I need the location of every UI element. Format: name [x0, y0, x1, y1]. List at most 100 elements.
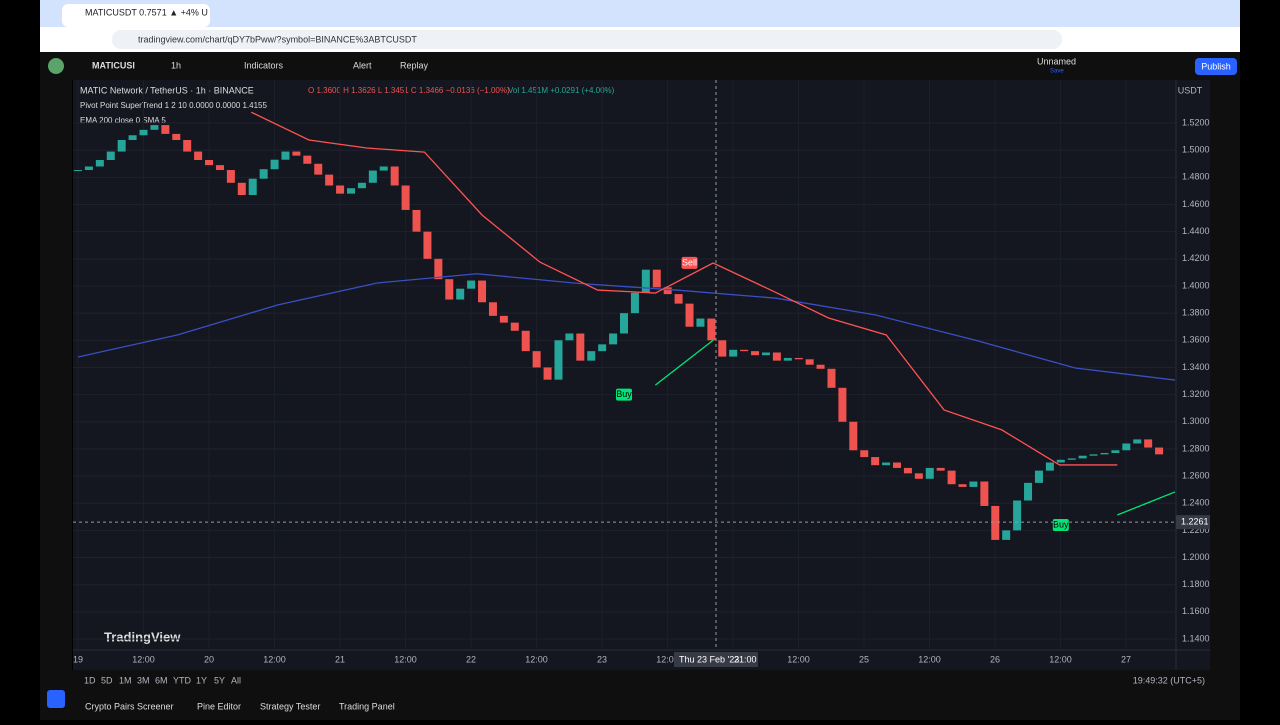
x-tick-label: 23: [597, 654, 607, 664]
panel-tab[interactable]: Crypto Pairs Screener: [85, 701, 174, 711]
range-button[interactable]: 1D: [84, 675, 96, 685]
signal-badge: [681, 256, 698, 269]
alert[interactable]: Alert: [353, 60, 372, 70]
candle: [390, 166, 399, 186]
save[interactable]: Save: [1050, 69, 1064, 75]
right-toolbar: [1210, 80, 1240, 692]
x-tick-label: 21: [335, 654, 345, 664]
watermark: TradingView: [104, 629, 181, 644]
candle: [1089, 454, 1098, 456]
tab[interactable]: [62, 4, 210, 27]
indicator-line: [250, 111, 1118, 466]
candle: [543, 367, 552, 380]
y-tick-label: 1.1600: [1182, 606, 1210, 616]
x-tick-label: 12:00: [525, 654, 548, 664]
candle: [412, 209, 421, 232]
candle: [914, 473, 923, 479]
x-tick-label: 20: [204, 654, 214, 664]
range-button[interactable]: 6M: [155, 675, 168, 685]
y-tick-label: 1.3600: [1182, 335, 1210, 345]
candle: [871, 457, 880, 466]
candle: [478, 280, 487, 303]
candle: [205, 159, 214, 166]
candle: [445, 279, 454, 300]
chart-pane: [73, 80, 1210, 670]
candle: [347, 188, 355, 194]
range-button[interactable]: 1M: [119, 675, 132, 685]
bottom-icon[interactable]: [47, 690, 65, 708]
candle: [1013, 500, 1022, 531]
candle: [794, 357, 803, 360]
candle: [172, 133, 181, 141]
publish-button[interactable]: [1195, 58, 1237, 75]
x-tick-label: 22: [466, 654, 476, 664]
range-button[interactable]: YTD: [173, 675, 192, 685]
legend-ema: EMA 200 close 0 SMA 5: [80, 116, 166, 125]
layout-name[interactable]: Unnamed: [1037, 56, 1076, 66]
candle: [903, 467, 912, 474]
y-tick-label: 1.4400: [1182, 226, 1210, 236]
panel-tab[interactable]: Pine Editor: [197, 701, 241, 711]
replay[interactable]: Replay: [400, 60, 429, 70]
candle: [292, 151, 301, 156]
candle: [325, 174, 334, 186]
time-label-box: [674, 652, 758, 667]
range-button[interactable]: 3M: [137, 675, 150, 685]
candle: [674, 294, 683, 304]
publish: Publish: [1201, 61, 1231, 71]
candle: [620, 313, 628, 334]
candle: [860, 450, 869, 458]
candle: [215, 165, 224, 171]
y-tick-label: 1.3000: [1182, 416, 1210, 426]
candle: [991, 505, 1000, 540]
range-button[interactable]: 5D: [101, 675, 113, 685]
indicator-line: [654, 339, 714, 386]
candle: [336, 185, 345, 194]
candle: [565, 333, 574, 341]
x-tick-label: 12:00: [787, 654, 810, 664]
candle: [936, 467, 945, 471]
currency: USDT: [1178, 85, 1203, 95]
tab-title: MATICUSDT 0.7571 ▲ +4% U: [85, 7, 208, 17]
y-tick-label: 1.4600: [1182, 199, 1210, 209]
candle: [805, 359, 814, 365]
range-button[interactable]: 1Y: [196, 675, 207, 685]
candle: [652, 269, 661, 288]
url-field[interactable]: [112, 30, 1062, 49]
candle: [194, 151, 203, 160]
indicators[interactable]: Indicators: [244, 60, 284, 70]
candle: [357, 182, 366, 189]
candle: [1144, 439, 1153, 448]
candle: [1034, 470, 1043, 483]
candle: [663, 287, 672, 295]
candle: [510, 322, 519, 331]
y-tick-label: 1.4000: [1182, 280, 1210, 290]
x-tick-label: 12:00: [1049, 654, 1072, 664]
candle: [237, 182, 246, 196]
panel-tab[interactable]: Strategy Tester: [260, 701, 320, 711]
signal-label: Buy: [1053, 519, 1069, 529]
x-tick-label: 12:00: [656, 654, 679, 664]
y-tick-label: 1.5200: [1182, 117, 1210, 127]
candle: [521, 330, 530, 352]
symbol[interactable]: MATICUSI: [92, 60, 135, 70]
y-tick-label: 1.3200: [1182, 389, 1210, 399]
range-button[interactable]: All: [231, 675, 241, 685]
crosshair-price: 1.2261: [1181, 516, 1209, 526]
bottom-panel: [40, 692, 1240, 720]
candle: [281, 151, 290, 160]
candle: [849, 421, 858, 451]
candle: [587, 351, 596, 361]
candle: [947, 470, 956, 485]
x-tick-label: 19: [73, 654, 83, 664]
candle: [958, 484, 967, 487]
panel-tab[interactable]: Trading Panel: [339, 701, 395, 711]
candle: [925, 467, 934, 479]
candle: [270, 159, 279, 170]
avatar[interactable]: [48, 58, 64, 74]
x-tick-label: 27: [1121, 654, 1131, 664]
interval[interactable]: 1h: [171, 60, 181, 70]
range-button[interactable]: 5Y: [214, 675, 225, 685]
candle: [1024, 482, 1033, 501]
crosshair-time: 21:00: [734, 654, 757, 664]
